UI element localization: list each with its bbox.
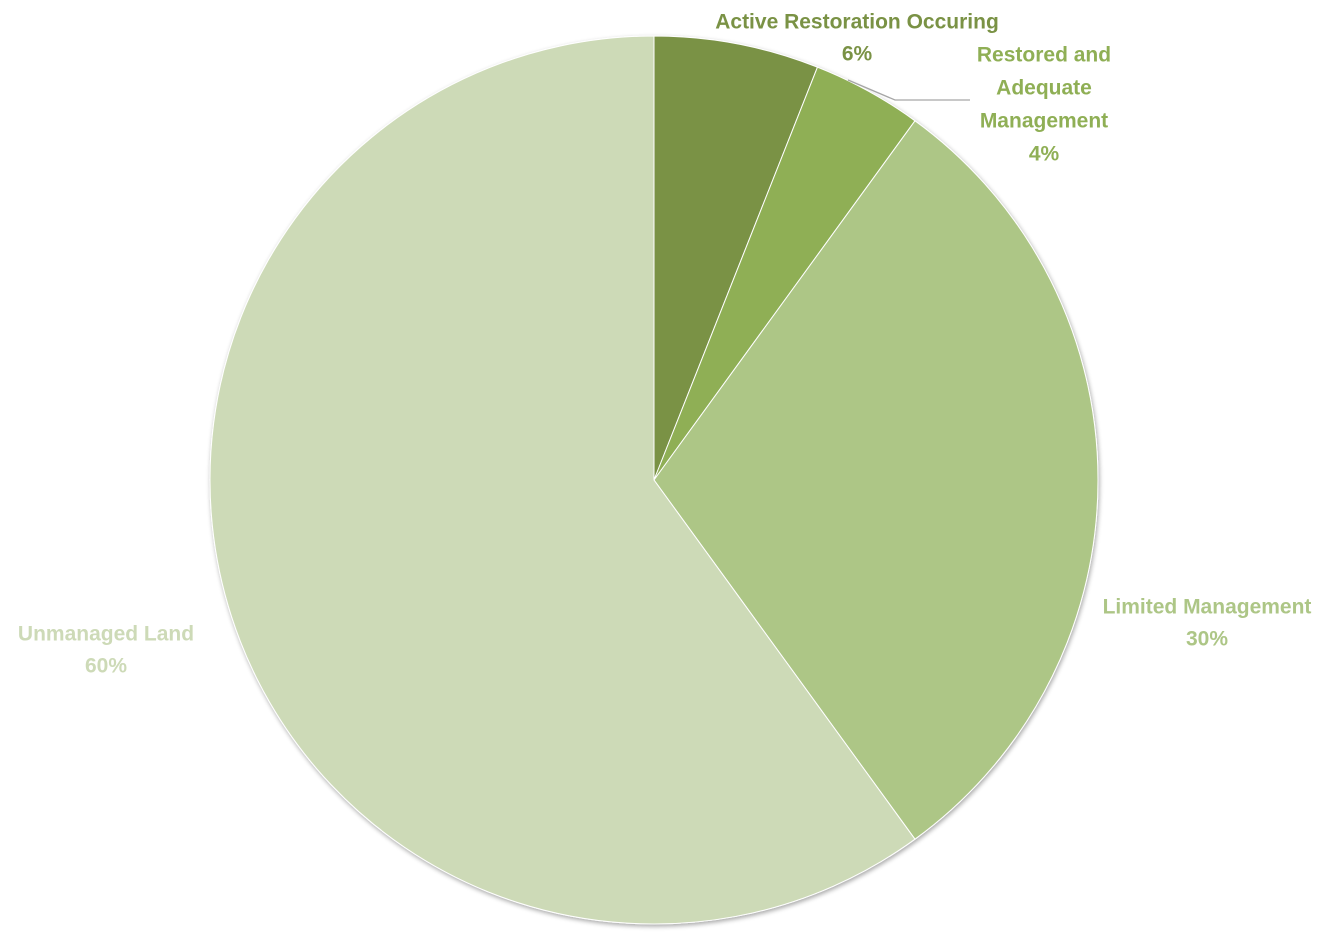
slice-labels: Active Restoration Occuring 6% Restored an…	[18, 11, 1312, 678]
leader-line-restored-and-adequate-management	[847, 79, 970, 101]
pie-slice-active-restoration-occuring[interactable]	[653, 35, 819, 481]
data-label-limited-management: Limited Management 30%	[1103, 596, 1312, 651]
leader-lines	[847, 79, 970, 101]
pie-slice-limited-management[interactable]	[653, 120, 1099, 840]
data-label-restored-and-adequate-management: Restored and Adequate Management 4%	[977, 44, 1111, 166]
pie-slice-unmanaged-land[interactable]	[209, 35, 916, 925]
data-label-unmanaged-land: Unmanaged Land 60%	[18, 623, 194, 678]
pie-slices	[209, 35, 1099, 925]
data-label-active-restoration-occuring: Active Restoration Occuring 6%	[715, 11, 999, 66]
